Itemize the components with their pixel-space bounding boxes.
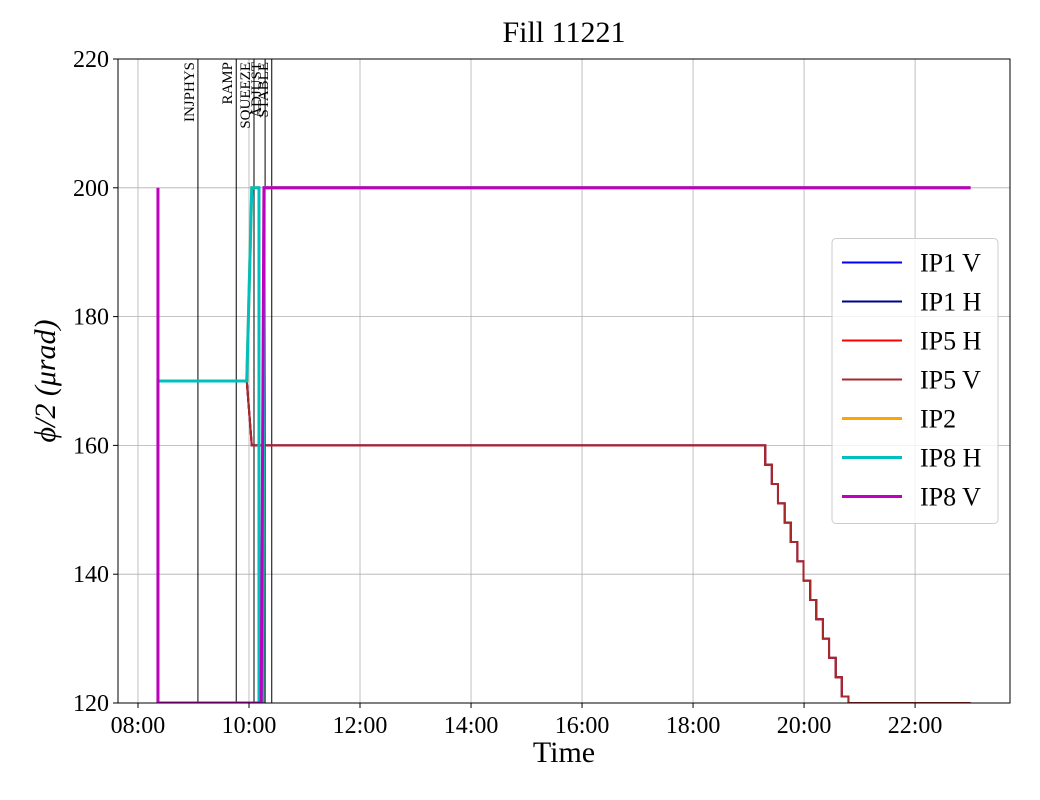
legend-label: IP5 H (920, 327, 982, 356)
legend-box (831, 238, 999, 524)
x-tick-label: 16:00 (555, 713, 610, 739)
x-tick-label: 08:00 (111, 713, 166, 739)
plot-frame (117, 58, 1011, 704)
y-axis-label: ϕ/2 (μrad) (29, 319, 62, 442)
phase-label: STABLE (256, 62, 272, 117)
x-tick-label: 20:00 (777, 713, 832, 739)
phase-label: RAMP (220, 62, 236, 105)
x-tick-label: 14:00 (444, 713, 499, 739)
y-tick-label: 140 (73, 562, 109, 588)
legend-label: IP1 H (920, 288, 982, 317)
series-line (156, 186, 971, 703)
series-line (157, 380, 971, 703)
y-tick-label: 220 (73, 47, 109, 73)
y-tick-label: 200 (73, 176, 109, 202)
phase-label: ADJUST (249, 62, 265, 118)
legend-label: IP8 H (920, 444, 982, 473)
x-tick-label: 22:00 (888, 713, 943, 739)
chart-title: Fill 11221 (502, 16, 625, 49)
x-tick-label: 18:00 (666, 713, 721, 739)
y-tick-label: 120 (73, 691, 109, 717)
y-tick-label: 160 (73, 433, 109, 459)
legend-label: IP8 V (920, 483, 981, 512)
x-tick-label: 12:00 (333, 713, 388, 739)
legend-label: IP5 V (920, 366, 981, 395)
legend-label: IP1 V (920, 249, 981, 278)
x-tick-label: 10:00 (222, 713, 277, 739)
phase-label: INJPHYS (182, 62, 198, 122)
phase-label: SQUEEZE (238, 62, 254, 129)
y-tick-label: 180 (73, 305, 109, 331)
legend-label: IP2 (920, 405, 956, 434)
plot-area (156, 186, 971, 703)
x-axis-label: Time (533, 736, 595, 769)
